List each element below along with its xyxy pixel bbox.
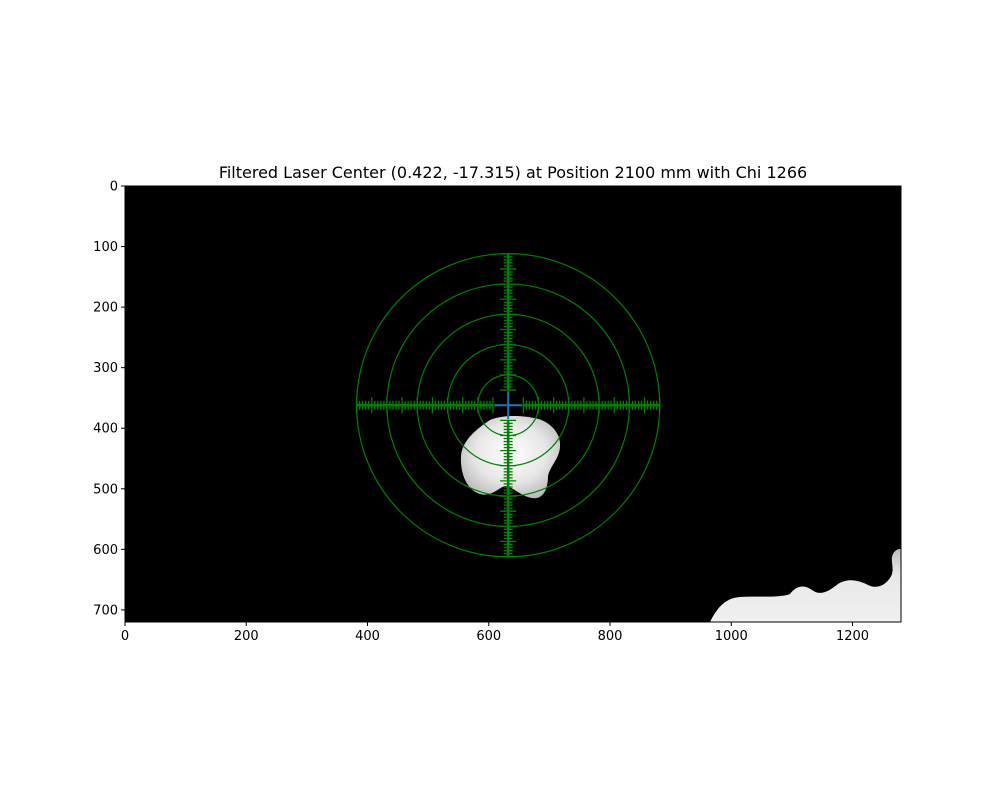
x-tick-label: 1000 [715,629,748,644]
x-tick-label: 600 [476,629,501,644]
x-tick-label: 200 [234,629,259,644]
y-tick-label: 0 [110,180,118,195]
x-tick-label: 800 [598,629,623,644]
y-tick-label: 500 [93,482,118,497]
x-axis: 0 200 400 600 800 1000 1200 [121,622,869,644]
chart-title: Filtered Laser Center (0.422, -17.315) a… [219,163,807,182]
y-axis: 0 100 200 300 400 500 600 700 [93,180,125,618]
y-tick-label: 100 [93,240,118,255]
crosshair [355,253,661,558]
y-tick-label: 200 [93,301,118,316]
x-tick-label: 0 [121,629,129,644]
x-tick-label: 1200 [836,629,869,644]
laser-center-marker [494,391,523,420]
y-tick-label: 600 [93,543,118,558]
y-tick-label: 700 [93,603,118,618]
x-tick-label: 400 [355,629,380,644]
y-tick-label: 300 [93,361,118,376]
plot-background [125,186,901,622]
y-tick-label: 400 [93,422,118,437]
corner-blob [710,548,901,622]
plot-frame [124,185,902,623]
